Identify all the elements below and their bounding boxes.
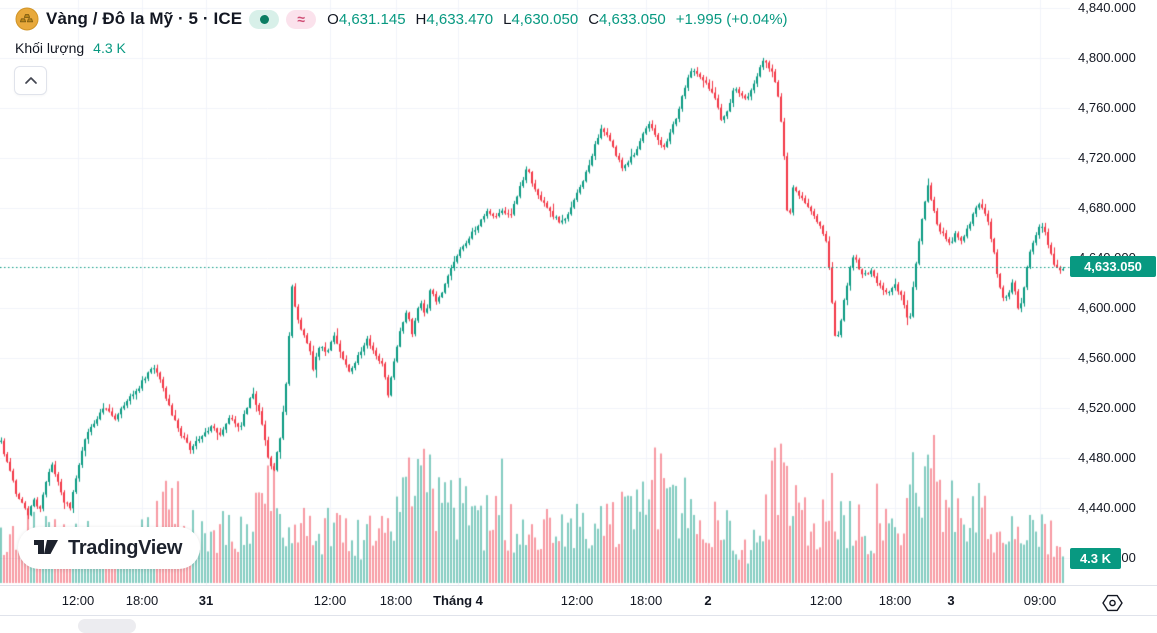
tradingview-logo-text: TradingView (68, 536, 183, 559)
time-axis[interactable]: 12:00 18:00 31 12:00 18:00 Tháng 4 12:00 18:00 2… (0, 585, 1157, 616)
tradingview-logo[interactable]: TradingView (18, 527, 201, 569)
price-change: +1.995 (+0.04%) (675, 10, 788, 28)
time-tick: 18:00 (125, 593, 159, 608)
low-value: 4,630.050 (511, 10, 579, 28)
chart-legend: Vàng / Đô la Mỹ · 5 · ICE ≈ O4,631.145 H… (15, 7, 788, 56)
settings-hexagon-icon (1100, 592, 1125, 614)
price-tick: 4,600.000 (1078, 300, 1136, 315)
time-tick: 12:00 (560, 593, 594, 608)
open-value: 4,631.145 (338, 10, 406, 28)
chevron-up-icon (24, 76, 38, 85)
volume-badge: 4.3 K (1070, 547, 1121, 569)
time-tick: 09:00 (1023, 593, 1057, 608)
symbol-title[interactable]: Vàng / Đô la Mỹ · 5 · ICE (46, 9, 243, 28)
time-tick: 2 (704, 593, 712, 608)
price-tick: 4,760.000 (1078, 100, 1136, 115)
low-label: L (503, 10, 512, 28)
time-tick: 18:00 (379, 593, 413, 608)
price-tick: 4,520.000 (1078, 400, 1136, 415)
price-tick: 4,720.000 (1078, 150, 1136, 165)
bottom-toolbar-strip (0, 616, 1157, 633)
price-tick: 4,440.000 (1078, 500, 1136, 515)
price-tick: 4,560.000 (1078, 350, 1136, 365)
price-tick: 4,800.000 (1078, 50, 1136, 65)
volume-row: Khối lượng 4.3 K (15, 40, 788, 56)
high-label: H (415, 10, 427, 28)
time-tick: 18:00 (878, 593, 912, 608)
price-tick: 4,680.000 (1078, 200, 1136, 215)
time-tick: 18:00 (629, 593, 663, 608)
volume-value: 4.3 K (93, 40, 126, 56)
time-tick: 12:00 (313, 593, 347, 608)
tradingview-mark-icon (32, 537, 60, 559)
symbol-row: Vàng / Đô la Mỹ · 5 · ICE ≈ O4,631.145 H… (15, 7, 788, 31)
close-label: C (588, 10, 600, 28)
price-tick: 4,840.000 (1078, 0, 1136, 15)
price-tick: 4,480.000 (1078, 450, 1136, 465)
market-status-badge[interactable] (249, 9, 280, 29)
time-tick: Tháng 4 (433, 593, 483, 608)
market-open-dot-icon (259, 14, 269, 24)
scrollbar-thumb[interactable] (78, 619, 136, 633)
last-price-badge: 4,633.050 (1070, 256, 1156, 278)
volume-label[interactable]: Khối lượng (15, 40, 85, 56)
open-label: O (327, 10, 339, 28)
price-axis[interactable]: 4,840.000 4,800.000 4,760.000 4,720.000 4,68… (1070, 0, 1157, 585)
price-chart-canvas[interactable] (0, 0, 1070, 585)
timezone-settings-button[interactable] (1098, 591, 1126, 615)
time-tick: 12:00 (61, 593, 95, 608)
time-tick: 31 (198, 593, 214, 608)
time-tick: 12:00 (809, 593, 843, 608)
delayed-data-badge[interactable]: ≈ (286, 9, 317, 29)
gold-coin-icon (15, 7, 39, 31)
time-tick: 3 (947, 593, 955, 608)
collapse-legend-button[interactable] (14, 66, 47, 95)
close-value: 4,633.050 (599, 10, 666, 28)
high-value: 4,633.470 (426, 10, 494, 28)
ohlc-values: O4,631.145 H4,633.470 L4,630.050 C4,633.… (327, 11, 787, 28)
